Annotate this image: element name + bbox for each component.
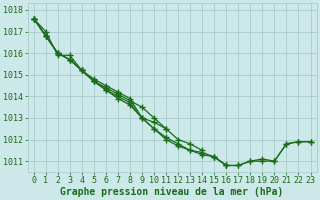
X-axis label: Graphe pression niveau de la mer (hPa): Graphe pression niveau de la mer (hPa) (60, 186, 284, 197)
